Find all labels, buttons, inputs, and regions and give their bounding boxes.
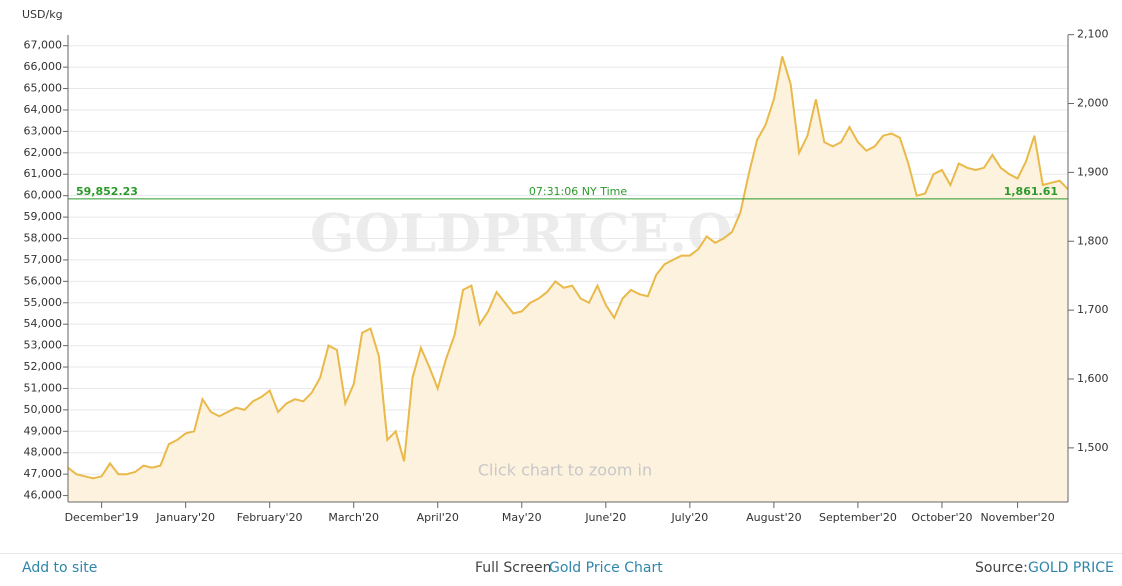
x-tick-label: February'20 bbox=[237, 511, 303, 524]
x-tick-label: January'20 bbox=[155, 511, 215, 524]
y-tick-label: 52,000 bbox=[24, 360, 63, 373]
y-tick-label: 51,000 bbox=[24, 381, 63, 394]
area bbox=[68, 56, 1068, 503]
y-tick-label: 64,000 bbox=[24, 103, 63, 116]
y-tick-label: 55,000 bbox=[24, 296, 63, 309]
x-tick-label: November'20 bbox=[980, 511, 1054, 524]
y-tick-label: 48,000 bbox=[24, 446, 63, 459]
chart-link[interactable]: Gold Price Chart bbox=[549, 560, 663, 576]
y-tick-label: 50,000 bbox=[24, 403, 63, 416]
y-tick-label: 61,000 bbox=[24, 167, 63, 180]
y-tick-label: 53,000 bbox=[24, 339, 63, 352]
y-tick-label: 60,000 bbox=[24, 189, 63, 202]
y-tick-label: 47,000 bbox=[24, 467, 63, 480]
y-tick-label: 54,000 bbox=[24, 317, 63, 330]
y-tick-label: 66,000 bbox=[24, 60, 63, 73]
x-tick-label: October'20 bbox=[911, 511, 972, 524]
current-price-label: 59,852.23 bbox=[76, 185, 138, 198]
source-label: Source: bbox=[975, 560, 1028, 576]
x-tick-label: May'20 bbox=[502, 511, 542, 524]
chart[interactable]: USD/kg GOLDPRICE.ORG46,00047,00048,00049… bbox=[0, 0, 1122, 553]
y-tick-label: 59,000 bbox=[24, 210, 63, 223]
price-line bbox=[67, 56, 1069, 480]
y2-tick-label: 1,900 bbox=[1077, 165, 1109, 178]
y-tick-label: 62,000 bbox=[24, 146, 63, 159]
y2-tick-label: 1,700 bbox=[1077, 303, 1109, 316]
x-tick-label: September'20 bbox=[819, 511, 897, 524]
y-tick-label: 65,000 bbox=[24, 82, 63, 95]
x-tick-label: March'20 bbox=[328, 511, 379, 524]
y-tick-label: 56,000 bbox=[24, 274, 63, 287]
zoom-hint: Click chart to zoom in bbox=[478, 461, 652, 480]
y2-tick-label: 2,000 bbox=[1077, 97, 1109, 110]
y-axis-label: USD/kg bbox=[22, 8, 63, 21]
x-tick-label: December'19 bbox=[65, 511, 139, 524]
y-tick-label: 46,000 bbox=[24, 489, 63, 502]
y2-tick-label: 1,600 bbox=[1077, 372, 1109, 385]
add-to-site-link[interactable]: Add to site bbox=[22, 560, 98, 576]
y2-tick-label: 2,100 bbox=[1077, 28, 1109, 41]
y-tick-label: 49,000 bbox=[24, 424, 63, 437]
x-tick-label: July'20 bbox=[670, 511, 708, 524]
y-tick-label: 58,000 bbox=[24, 232, 63, 245]
footer: Add to site Full Screen Gold Price Chart… bbox=[0, 553, 1122, 586]
x-tick-label: April'20 bbox=[417, 511, 459, 524]
current-price-y2-label: 1,861.61 bbox=[1004, 185, 1058, 198]
y-tick-label: 63,000 bbox=[24, 124, 63, 137]
source-link[interactable]: GOLD PRICE bbox=[1028, 560, 1114, 576]
full-screen-text: Full Screen bbox=[475, 560, 552, 576]
current-time: 07:31:06 NY Time bbox=[529, 185, 627, 198]
y-tick-label: 57,000 bbox=[24, 253, 63, 266]
x-tick-label: August'20 bbox=[746, 511, 802, 524]
y2-tick-label: 1,800 bbox=[1077, 234, 1109, 247]
y2-tick-label: 1,500 bbox=[1077, 441, 1109, 454]
y-tick-label: 67,000 bbox=[24, 39, 63, 52]
x-tick-label: June'20 bbox=[584, 511, 626, 524]
